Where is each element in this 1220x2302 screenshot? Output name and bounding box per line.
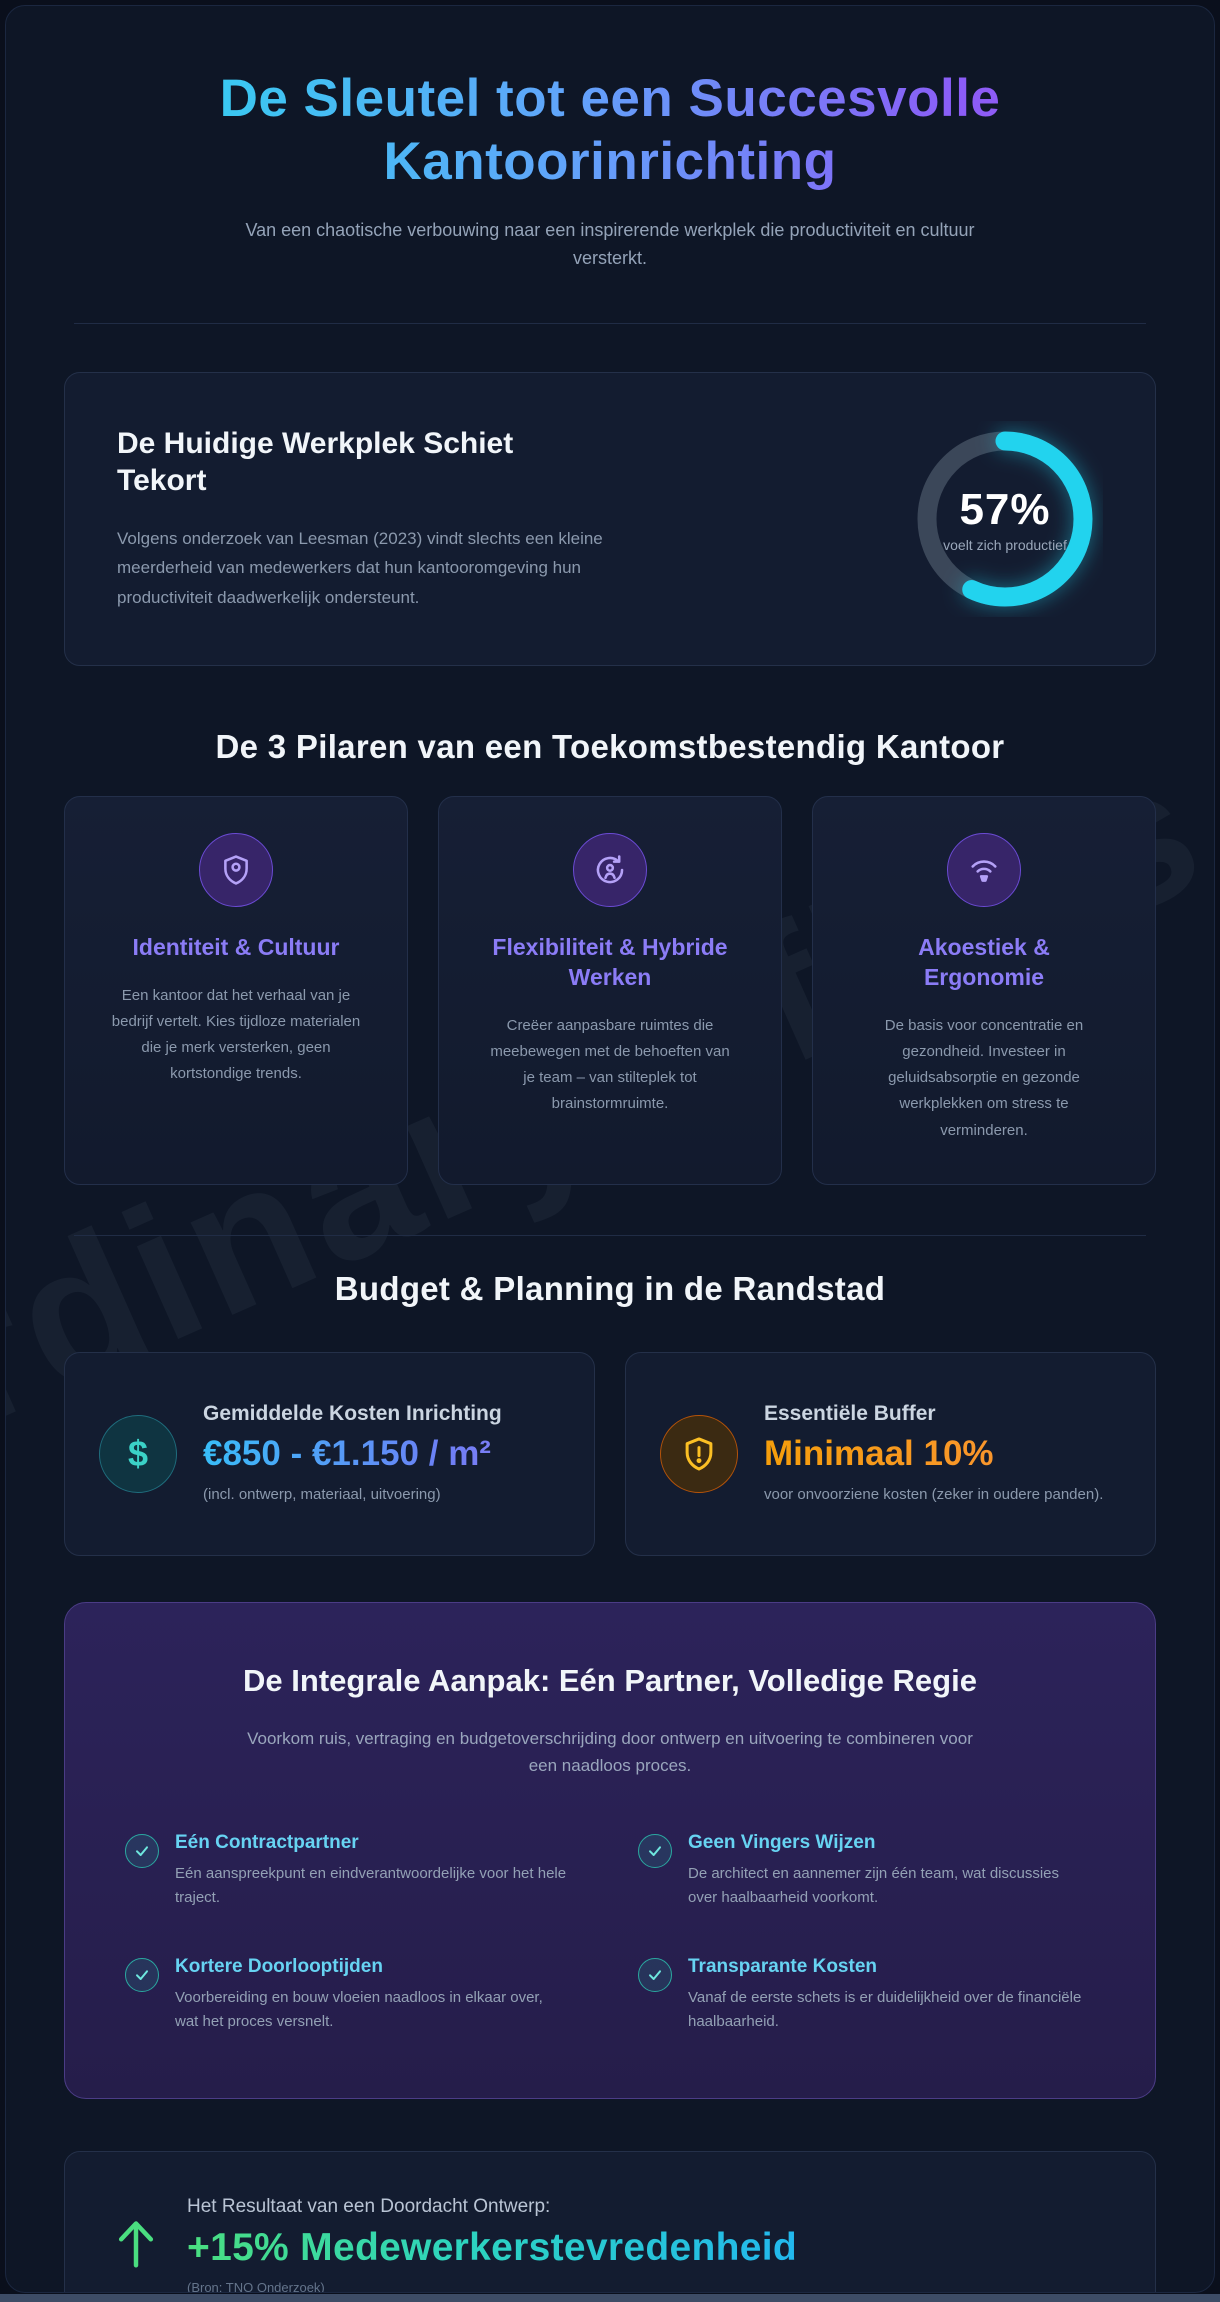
benefit-body: Voorbereiding en bouw vloeien naadloos i…: [175, 1988, 543, 2030]
cost-label: Gemiddelde Kosten Inrichting: [203, 1401, 502, 1425]
benefit-item-contractpartner: Eén Contractpartner Eén aanspreekpunt en…: [125, 1832, 582, 1910]
benefit-text: Kortere Doorlooptijden Voorbereiding en …: [175, 1956, 570, 2034]
benefit-title: Geen Vingers Wijzen: [688, 1831, 876, 1853]
up-arrow-icon: [113, 2217, 159, 2274]
buffer-card: Essentiële Buffer Minimaal 10% voor onvo…: [625, 1351, 1156, 1556]
buffer-value: Minimaal 10%: [764, 1432, 1103, 1476]
result-text: Het Resultaat van een Doordacht Ontwerp:…: [187, 2195, 797, 2293]
divider: [74, 322, 1146, 324]
productivity-donut-chart: 57% voelt zich productief: [907, 421, 1103, 617]
cost-value: €850 - €1.150 / m²: [203, 1432, 548, 1476]
donut-value-arc: [917, 431, 1093, 607]
approach-section: De Integrale Aanpak: Eén Partner, Volled…: [64, 1601, 1156, 2099]
donut-percentage: 57%: [959, 484, 1051, 534]
pillar-card-akoestiek: Akoestiek & Ergonomie De basis voor conc…: [812, 795, 1156, 1185]
buffer-label: Essentiële Buffer: [764, 1401, 936, 1425]
check-icon: [638, 1833, 672, 1868]
bottom-edge-strip: [0, 2294, 1220, 2302]
approach-subtitle: Voorkom ruis, vertraging en budgetoversc…: [247, 1729, 973, 1776]
check-icon: [125, 1833, 159, 1868]
result-label: Het Resultaat van een Doordacht Ontwerp:: [187, 2195, 551, 2217]
problem-text: De Huidige Werkplek Schiet Tekort Volgen…: [117, 425, 867, 613]
check-icon: [125, 1957, 159, 1992]
content-column: De Sleutel tot een Succesvolle Kantoorin…: [64, 6, 1156, 2293]
pillars-heading: De 3 Pilaren van een Toekomstbestendig K…: [215, 727, 1005, 765]
page-frame: ordinaryoffices De Sleutel tot een Succe…: [5, 5, 1215, 2293]
pillar-body: Creëer aanpasbare ruimtes die meebewegen…: [490, 1016, 730, 1113]
donut-svg: [917, 431, 1093, 607]
check-icon: [638, 1957, 672, 1992]
benefit-item-geen-vingers: Geen Vingers Wijzen De architect en aann…: [638, 1832, 1095, 1910]
shield-badge-icon: [199, 832, 273, 907]
pillar-card-identiteit: Identiteit & Cultuur Een kantoor dat het…: [64, 795, 408, 1185]
cost-note: (incl. ontwerp, materiaal, uitvoering): [203, 1485, 441, 1503]
shield-alert-icon: [660, 1414, 738, 1493]
dollar-icon: $: [99, 1414, 177, 1493]
benefit-title: Eén Contractpartner: [175, 1831, 359, 1853]
approach-benefits-grid: Eén Contractpartner Eén aanspreekpunt en…: [125, 1832, 1095, 2034]
person-cycle-icon: [573, 832, 647, 907]
benefit-body: De architect en aannemer zijn één team, …: [688, 1864, 1060, 1906]
benefit-item-transparante-kosten: Transparante Kosten Vanaf de eerste sche…: [638, 1956, 1095, 2034]
benefit-title: Transparante Kosten: [688, 1955, 877, 1977]
page-title: De Sleutel tot een Succesvolle Kantoorin…: [105, 68, 1115, 193]
pillar-title: Akoestiek & Ergonomie: [918, 933, 1050, 990]
budget-heading: Budget & Planning in de Randstad: [334, 1269, 886, 1307]
pillar-card-flexibiliteit: Flexibiliteit & Hybride Werken Creëer aa…: [438, 795, 782, 1185]
divider: [74, 1234, 1146, 1236]
benefit-text: Transparante Kosten Vanaf de eerste sche…: [688, 1956, 1083, 2034]
problem-title: De Huidige Werkplek Schiet Tekort: [117, 426, 514, 498]
result-value: +15% Medewerkerstevredenheid: [187, 2225, 797, 2269]
acoustic-wave-icon: [947, 832, 1021, 907]
pillar-body: De basis voor concentratie en gezondheid…: [884, 1016, 1084, 1139]
benefit-text: Eén Contractpartner Eén aanspreekpunt en…: [175, 1832, 570, 1910]
result-card: Het Resultaat van een Doordacht Ontwerp:…: [64, 2150, 1156, 2293]
buffer-card-text: Essentiële Buffer Minimaal 10% voor onvo…: [764, 1402, 1103, 1506]
problem-body: Volgens onderzoek van Leesman (2023) vin…: [117, 528, 603, 608]
page-subtitle: Van een chaotische verbouwing naar een i…: [245, 220, 975, 268]
benefit-title: Kortere Doorlooptijden: [175, 1955, 383, 1977]
benefit-body: Eén aanspreekpunt en eindverantwoordelij…: [175, 1864, 567, 1906]
budget-grid: $ Gemiddelde Kosten Inrichting €850 - €1…: [64, 1351, 1156, 1556]
cost-card-text: Gemiddelde Kosten Inrichting €850 - €1.1…: [203, 1402, 548, 1506]
pillar-grid: Identiteit & Cultuur Een kantoor dat het…: [64, 795, 1156, 1185]
pillar-body: Een kantoor dat het verhaal van je bedri…: [111, 986, 361, 1083]
buffer-note: voor onvoorziene kosten (zeker in oudere…: [764, 1485, 1104, 1503]
cost-card: $ Gemiddelde Kosten Inrichting €850 - €1…: [64, 1351, 595, 1556]
pillar-title: Flexibiliteit & Hybride Werken: [492, 933, 728, 990]
benefit-item-doorlooptijden: Kortere Doorlooptijden Voorbereiding en …: [125, 1956, 582, 2034]
donut-caption: voelt zich productief: [943, 536, 1067, 553]
problem-card: De Huidige Werkplek Schiet Tekort Volgen…: [64, 371, 1156, 666]
pillar-title: Identiteit & Cultuur: [132, 933, 340, 960]
benefit-text: Geen Vingers Wijzen De architect en aann…: [688, 1832, 1083, 1910]
benefit-body: Vanaf de eerste schets is er duidelijkhe…: [688, 1988, 1082, 2030]
approach-heading: De Integrale Aanpak: Eén Partner, Volled…: [243, 1662, 977, 1698]
result-source: (Bron: TNO Onderzoek): [187, 2279, 325, 2293]
donut-center-label: 57% voelt zich productief: [907, 421, 1103, 617]
